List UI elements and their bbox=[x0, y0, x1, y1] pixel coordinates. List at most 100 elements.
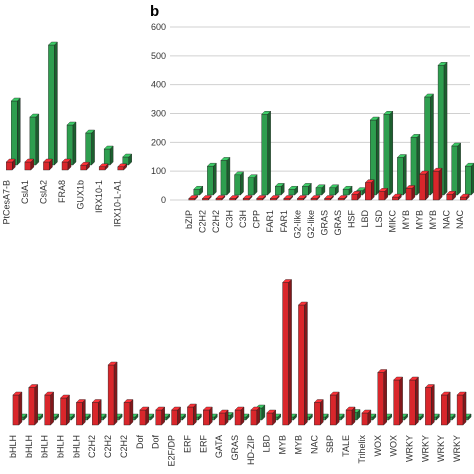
bar bbox=[351, 190, 362, 201]
bar bbox=[10, 97, 21, 166]
bar-face bbox=[72, 121, 77, 166]
bar-face bbox=[234, 406, 245, 411]
x-tick-label: C2H2 bbox=[119, 435, 129, 458]
bar-face bbox=[29, 113, 40, 118]
bar-face bbox=[215, 195, 226, 199]
bar bbox=[459, 193, 470, 201]
bar-face bbox=[17, 97, 21, 166]
x-tick-label: WRKY bbox=[420, 435, 430, 462]
bar-face bbox=[75, 399, 86, 403]
bar-face bbox=[365, 182, 372, 201]
bar bbox=[377, 369, 388, 426]
bar-face bbox=[261, 114, 268, 196]
bar bbox=[229, 195, 239, 201]
bar-face bbox=[408, 376, 419, 381]
bar-face bbox=[288, 189, 295, 196]
bar bbox=[60, 394, 71, 426]
bar bbox=[446, 190, 457, 201]
bar-face bbox=[50, 391, 54, 426]
bar-face bbox=[155, 409, 162, 426]
bar-face bbox=[301, 183, 312, 187]
bar-face bbox=[171, 409, 178, 426]
bar-face bbox=[410, 134, 421, 138]
x-tick-label: Dof bbox=[135, 435, 145, 450]
bar-face bbox=[80, 161, 91, 166]
y-tick-label: 300 bbox=[151, 109, 166, 119]
bar-face bbox=[256, 195, 267, 199]
bar bbox=[28, 384, 39, 426]
bar bbox=[256, 195, 267, 201]
bar-face bbox=[91, 129, 95, 166]
x-tick-label: bHLH bbox=[40, 435, 50, 458]
bar bbox=[139, 406, 150, 426]
bar-face bbox=[113, 361, 118, 426]
bar bbox=[29, 113, 40, 166]
bar bbox=[393, 376, 404, 426]
bar-face bbox=[383, 111, 394, 115]
bar-face bbox=[117, 163, 128, 168]
bar-face bbox=[399, 376, 403, 426]
bar bbox=[47, 41, 58, 166]
bar bbox=[329, 391, 340, 426]
x-tick-label: C3H bbox=[225, 210, 235, 228]
x-tick-label: ERF bbox=[198, 434, 208, 453]
bar-face bbox=[109, 145, 114, 166]
bar bbox=[85, 129, 96, 166]
x-tick-label: G2-like bbox=[306, 210, 316, 239]
bar-face bbox=[188, 195, 199, 199]
bar-face bbox=[324, 195, 334, 199]
x-tick-label: CslA2 bbox=[38, 180, 48, 204]
x-tick-label: LBD bbox=[360, 210, 370, 228]
bar-face bbox=[415, 376, 419, 426]
bar-face bbox=[345, 409, 353, 426]
x-tick-label: NAC bbox=[309, 435, 319, 455]
bar-face bbox=[405, 185, 416, 189]
bar bbox=[282, 279, 293, 426]
bar bbox=[66, 121, 77, 166]
bar-face bbox=[242, 198, 250, 201]
bar-face bbox=[377, 372, 384, 426]
bar-face bbox=[302, 186, 309, 196]
bar-face bbox=[440, 391, 451, 396]
bar bbox=[155, 406, 166, 426]
bar-face bbox=[283, 195, 294, 199]
bar-face bbox=[283, 198, 290, 201]
bar-face bbox=[193, 403, 197, 426]
x-tick-label: HD-ZIP bbox=[246, 435, 256, 465]
bar-face bbox=[419, 173, 426, 201]
bar bbox=[269, 195, 280, 201]
bar bbox=[364, 179, 375, 201]
x-tick-label: GUX1b bbox=[76, 180, 86, 210]
bar-face bbox=[393, 379, 400, 426]
bar-face bbox=[60, 397, 67, 426]
bar bbox=[315, 184, 326, 196]
bar-face bbox=[206, 162, 217, 167]
y-tick-label: 400 bbox=[151, 80, 166, 90]
bar-face bbox=[122, 153, 133, 158]
bar bbox=[297, 301, 308, 426]
bar-face bbox=[171, 406, 182, 411]
x-tick-label: FAR1 bbox=[265, 210, 275, 233]
bar-face bbox=[256, 198, 263, 201]
bar-face bbox=[425, 387, 432, 426]
bar-face bbox=[337, 195, 348, 199]
bar-face bbox=[451, 142, 462, 147]
bar-face bbox=[432, 170, 440, 201]
x-tick-label: IRX10-1 bbox=[94, 180, 104, 213]
bar-face bbox=[242, 195, 253, 199]
bar bbox=[419, 170, 429, 201]
x-tick-label: NAC bbox=[455, 210, 465, 230]
bar-face bbox=[361, 409, 372, 414]
bar-face bbox=[437, 62, 448, 66]
x-tick-label: CPP bbox=[252, 210, 262, 229]
bar bbox=[44, 391, 55, 426]
bar-face bbox=[202, 406, 213, 411]
bar bbox=[451, 142, 462, 196]
x-tick-label: WOX bbox=[373, 435, 383, 457]
bar-face bbox=[314, 402, 321, 426]
bar-face bbox=[234, 409, 242, 426]
bar-face bbox=[274, 183, 285, 187]
bar-face bbox=[464, 162, 474, 167]
bar-face bbox=[193, 186, 204, 190]
